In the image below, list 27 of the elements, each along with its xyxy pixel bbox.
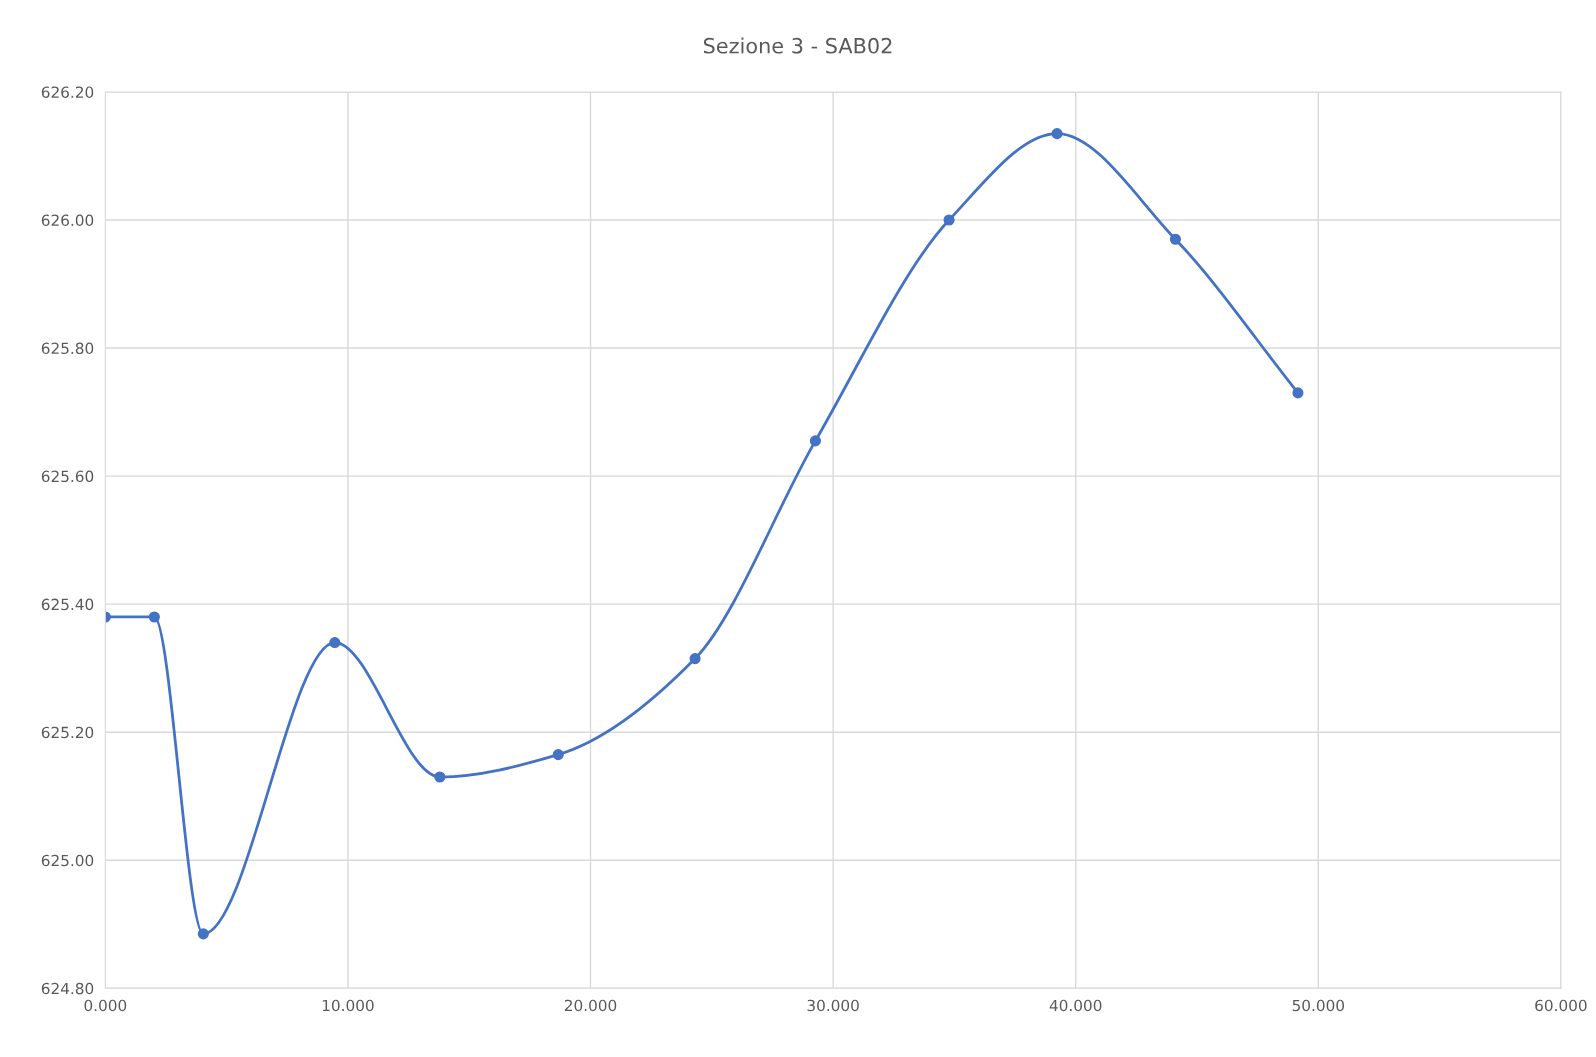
y-tick-label: 625.20 — [41, 726, 94, 739]
x-tick-label: 40.000 — [1049, 999, 1102, 1012]
point — [943, 214, 955, 226]
point — [197, 928, 209, 940]
x-tick-label: 60.000 — [1535, 999, 1587, 1012]
point — [1051, 128, 1063, 140]
point — [1292, 387, 1304, 399]
x-tick-label: 0.000 — [84, 999, 127, 1012]
x-tick-label: 20.000 — [564, 999, 617, 1012]
y-tick-label: 624.80 — [41, 982, 94, 995]
point — [552, 749, 564, 761]
x-tick-label: 50.000 — [1292, 999, 1345, 1012]
y-tick-label: 625.80 — [41, 342, 94, 355]
y-tick-label: 625.00 — [41, 854, 94, 867]
y-tick-label: 625.40 — [41, 598, 94, 611]
point — [329, 637, 341, 649]
y-tick-label: 626.00 — [41, 214, 94, 227]
y-tick-label: 626.20 — [41, 86, 94, 98]
point — [1169, 233, 1181, 245]
point — [689, 653, 701, 665]
point — [434, 771, 446, 783]
point — [809, 435, 821, 447]
y-tick-label: 625.60 — [41, 470, 94, 483]
point — [148, 611, 160, 623]
chart-title: Sezione 3 - SAB02 — [703, 37, 892, 54]
x-tick-label: 10.000 — [322, 999, 374, 1012]
x-tick-label: 30.000 — [807, 999, 859, 1012]
